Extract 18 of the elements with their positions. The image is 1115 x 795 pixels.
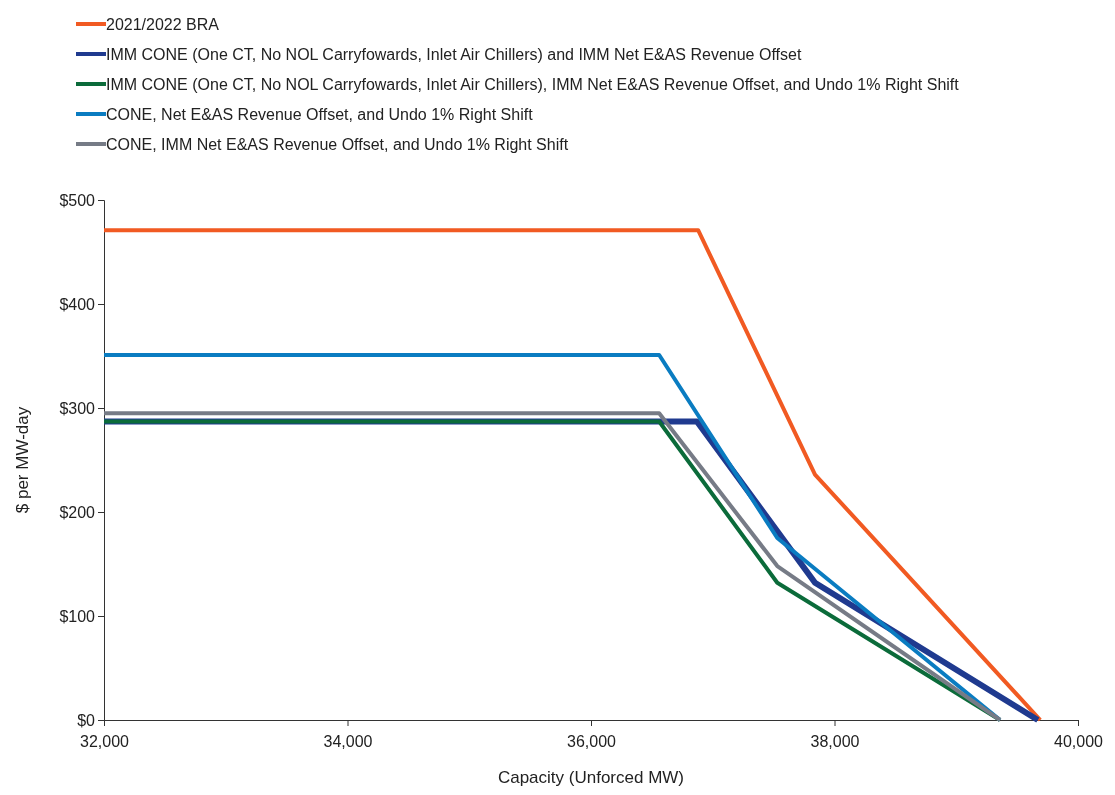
- legend-label: CONE, IMM Net E&AS Revenue Offset, and Undo 1% Right Shift: [106, 136, 569, 153]
- x-axis-title: Capacity (Unforced MW): [497, 768, 685, 787]
- legend-label: 2021/2022 BRA: [106, 16, 220, 33]
- legend-label: IMM CONE (One CT, No NOL Carryfowards, Inlet Air Chillers) and IMM Net E&AS Revenue Offset: [106, 46, 802, 63]
- y-tick-label: $100: [59, 607, 96, 625]
- y-axis-title: $ per MW-day: [13, 406, 32, 514]
- legend-label: IMM CONE (One CT, No NOL Carryfowards, Inlet Air Chillers), IMM Net E&AS Revenue Offset, and Undo 1% Right Shift: [106, 76, 960, 93]
- x-tick-label: 34,000: [323, 732, 373, 750]
- y-tick-label: $500: [59, 191, 96, 209]
- y-tick-label: $300: [59, 399, 96, 417]
- x-tick-label: 40,000: [1054, 732, 1104, 750]
- y-tick-label: $200: [59, 503, 96, 521]
- legend-label: CONE, Net E&AS Revenue Offset, and Undo 1% Right Shift: [106, 106, 534, 123]
- x-tick-label: 38,000: [810, 732, 860, 750]
- x-tick-label: 36,000: [567, 732, 617, 750]
- x-tick-label: 32,000: [80, 732, 130, 750]
- y-tick-label: $400: [59, 295, 96, 313]
- y-tick-label: $0: [77, 711, 96, 729]
